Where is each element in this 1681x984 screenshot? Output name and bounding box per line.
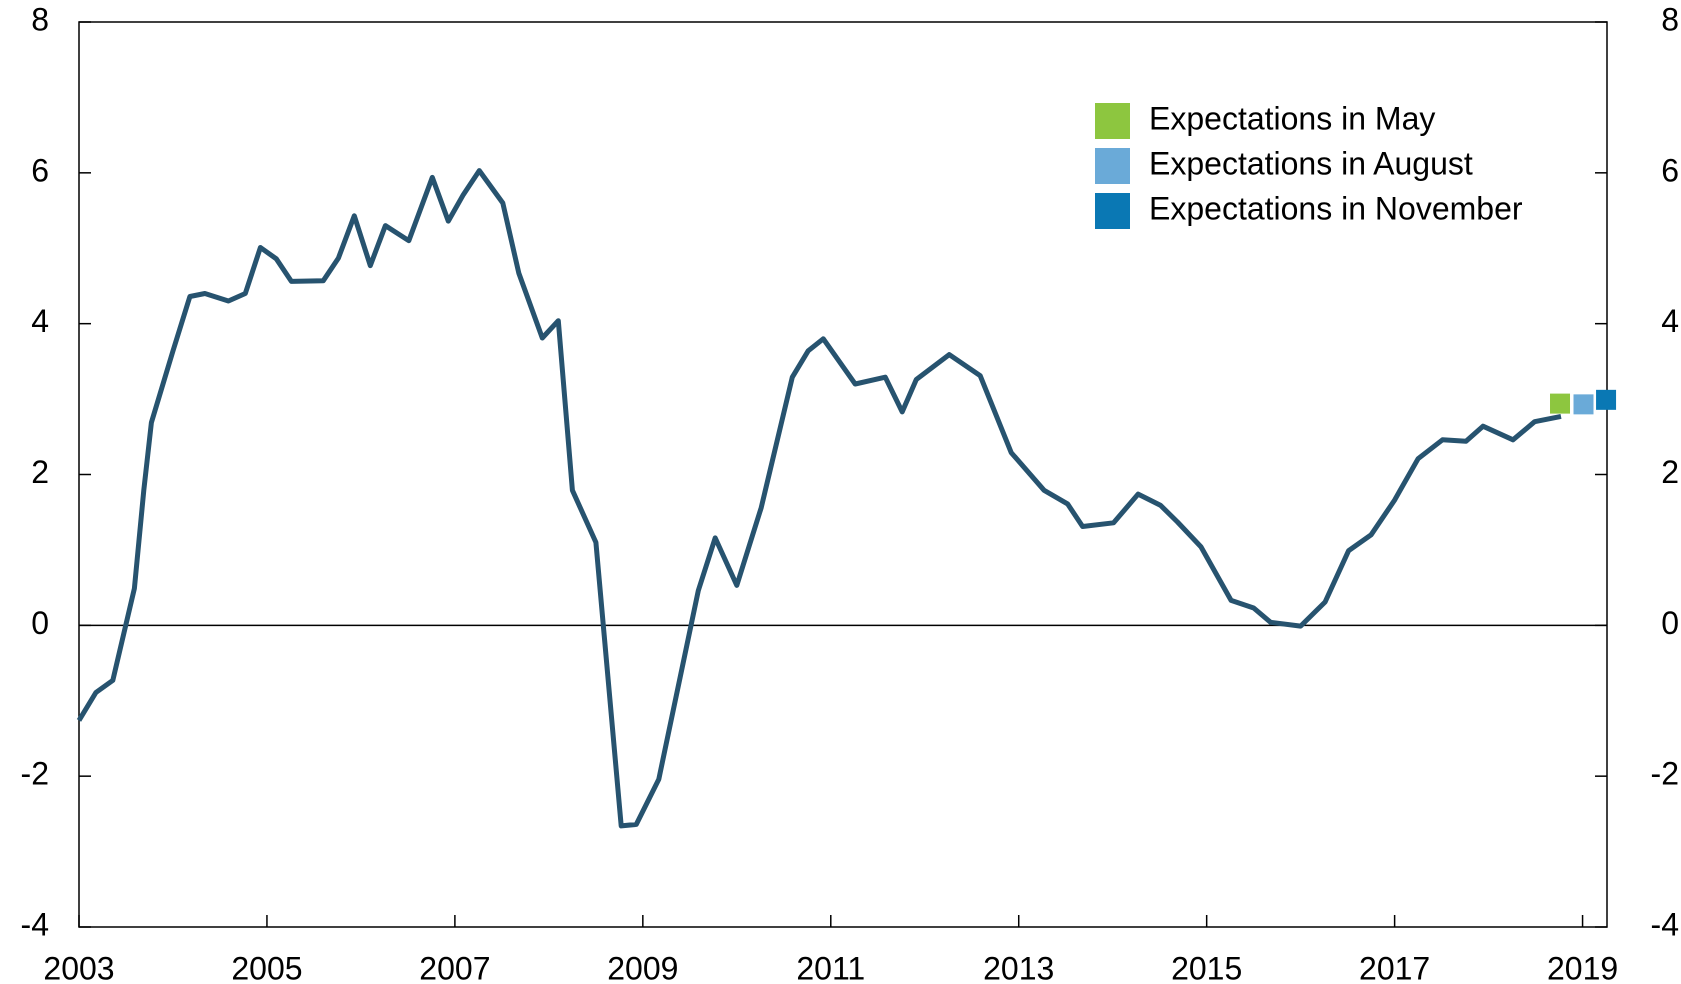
legend-label: Expectations in November [1149,190,1523,226]
y-tick-label: 6 [31,152,49,188]
y-tick-label: 0 [31,605,49,641]
y2-tick-label: -4 [1651,906,1679,942]
y2-tick-label: 4 [1661,303,1679,339]
x-tick-label: 2005 [231,950,302,984]
x-tick-label: 2003 [43,950,114,984]
y-tick-label: -4 [21,906,49,942]
y-tick-label: 8 [31,1,49,37]
legend-label: Expectations in May [1149,100,1435,136]
x-tick-label: 2019 [1547,950,1618,984]
y2-tick-label: 8 [1661,1,1679,37]
y-tick-label: 2 [31,454,49,490]
y-tick-label: -2 [21,756,49,792]
y2-tick-label: 0 [1661,605,1679,641]
legend-label: Expectations in August [1149,145,1473,181]
x-tick-label: 2013 [983,950,1054,984]
expectation-marker [1573,394,1594,415]
data-line [76,168,1562,829]
expectation-marker [1550,393,1571,414]
x-tick-label: 2011 [796,950,865,984]
y2-tick-label: -2 [1651,756,1679,792]
y2-tick-label: 6 [1661,152,1679,188]
legend-swatch [1095,193,1130,229]
legend-swatch [1095,103,1130,139]
legend-swatch [1095,148,1130,184]
x-tick-label: 2009 [607,950,678,984]
expectation-marker [1596,389,1617,410]
x-tick-label: 2007 [419,950,490,984]
y2-tick-label: 2 [1661,454,1679,490]
y-tick-label: 4 [31,303,49,339]
x-tick-label: 2015 [1171,950,1242,984]
x-tick-label: 2017 [1359,950,1430,984]
